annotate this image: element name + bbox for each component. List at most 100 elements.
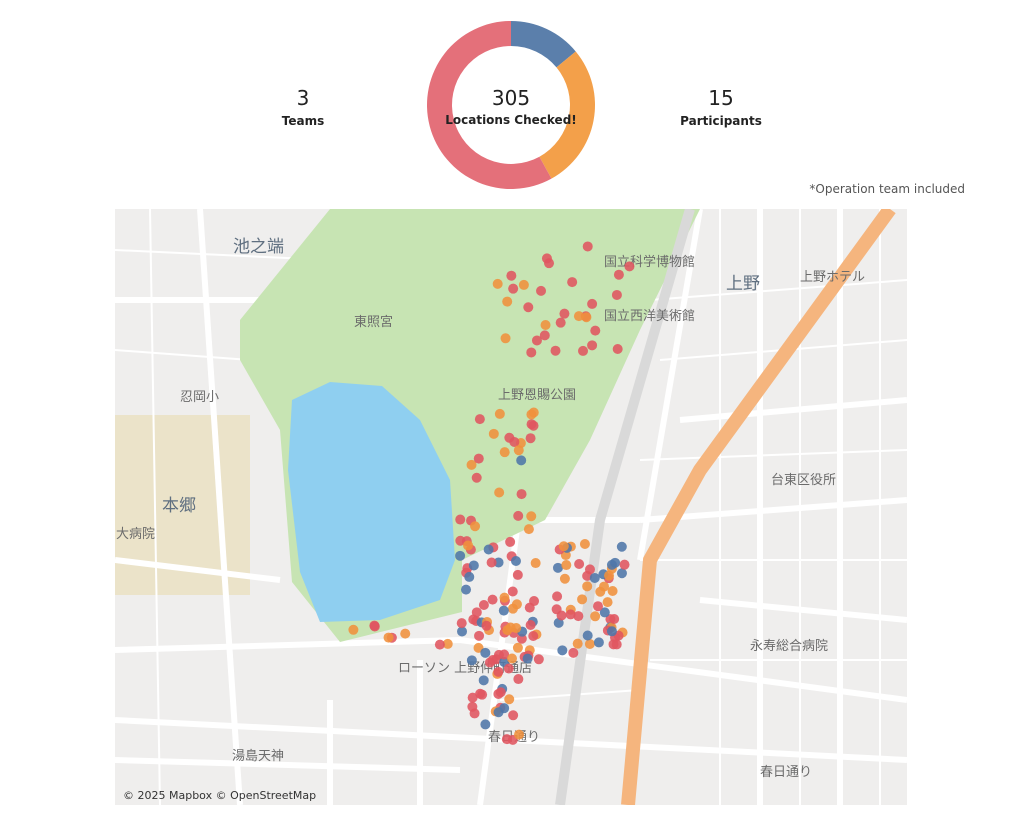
location-dot bbox=[477, 689, 488, 700]
location-dot bbox=[502, 296, 513, 307]
map-label: 大病院 bbox=[116, 527, 155, 542]
location-dot bbox=[587, 298, 598, 309]
location-dot bbox=[611, 639, 622, 650]
location-dot bbox=[516, 633, 527, 644]
kpi-value: 305 bbox=[492, 86, 530, 110]
location-dot bbox=[536, 285, 547, 296]
location-dot bbox=[467, 692, 478, 703]
location-dot bbox=[590, 611, 601, 622]
location-dot bbox=[523, 524, 534, 535]
location-dot bbox=[442, 638, 453, 649]
location-dot bbox=[493, 557, 504, 568]
location-dot bbox=[550, 345, 561, 356]
map-label: 忍岡小 bbox=[180, 390, 219, 405]
location-dot bbox=[573, 311, 584, 322]
location-dot bbox=[500, 333, 511, 344]
location-dot bbox=[509, 436, 520, 447]
location-dot bbox=[507, 653, 518, 664]
location-dot bbox=[511, 623, 522, 634]
location-dot bbox=[530, 558, 541, 569]
location-dot bbox=[584, 564, 595, 575]
location-dot bbox=[492, 278, 503, 289]
location-dot bbox=[557, 645, 568, 656]
location-dot bbox=[488, 428, 499, 439]
location-dot bbox=[568, 647, 579, 658]
location-dot bbox=[526, 409, 537, 420]
location-dot bbox=[494, 487, 505, 498]
location-dot bbox=[539, 330, 550, 341]
location-dot bbox=[604, 570, 615, 581]
location-dot bbox=[582, 241, 593, 252]
location-dot bbox=[528, 420, 539, 431]
location-dot bbox=[499, 649, 510, 660]
location-dot bbox=[611, 289, 622, 300]
location-dot bbox=[466, 655, 477, 666]
location-dot bbox=[526, 347, 537, 358]
location-dot bbox=[470, 521, 481, 532]
location-dot bbox=[434, 639, 445, 650]
location-dot bbox=[572, 638, 583, 649]
location-dot bbox=[495, 687, 506, 698]
location-dot bbox=[498, 605, 509, 616]
location-dot bbox=[513, 445, 524, 456]
location-dot bbox=[552, 591, 563, 602]
location-dot bbox=[613, 269, 624, 280]
location-dot bbox=[504, 694, 515, 705]
location-dot bbox=[510, 556, 521, 567]
map-label: 上野恩賜公園 bbox=[498, 388, 576, 403]
location-dot bbox=[606, 559, 617, 570]
location-dot bbox=[565, 609, 576, 620]
location-dot bbox=[606, 626, 617, 637]
location-dot bbox=[466, 459, 477, 470]
donut-segment bbox=[539, 51, 595, 179]
location-dot bbox=[493, 666, 504, 677]
location-dot bbox=[478, 675, 489, 686]
location-dot bbox=[522, 653, 533, 664]
location-dot bbox=[513, 674, 524, 685]
location-dot bbox=[574, 559, 585, 570]
note: *Operation team included bbox=[809, 182, 965, 196]
location-dot bbox=[523, 302, 534, 313]
map-label: 上野ホテル bbox=[800, 270, 865, 285]
location-dot bbox=[505, 536, 516, 547]
location-dot bbox=[478, 600, 489, 611]
location-dot bbox=[577, 594, 588, 605]
location-dot bbox=[512, 569, 523, 580]
donut-chart bbox=[427, 21, 595, 189]
location-dot bbox=[493, 707, 504, 718]
map-label: 春日通り bbox=[760, 765, 812, 780]
location-dot bbox=[540, 319, 551, 330]
location-dot bbox=[480, 647, 491, 658]
location-dot bbox=[487, 654, 498, 665]
location-dot bbox=[609, 614, 620, 625]
location-dot bbox=[483, 544, 494, 555]
location-dot bbox=[473, 453, 484, 464]
location-dot bbox=[486, 557, 497, 568]
kpi-label: Participants bbox=[680, 114, 762, 128]
map-label: 池之端 bbox=[233, 237, 284, 257]
location-dot bbox=[514, 729, 525, 740]
location-dot bbox=[619, 559, 630, 570]
location-dot bbox=[508, 710, 519, 721]
location-dot bbox=[508, 283, 519, 294]
railway bbox=[555, 209, 695, 805]
location-dot bbox=[511, 599, 522, 610]
location-dot bbox=[589, 572, 600, 583]
location-dot bbox=[456, 618, 467, 629]
location-dot bbox=[595, 586, 606, 597]
map-label: 本郷 bbox=[162, 496, 196, 516]
location-dot bbox=[464, 571, 475, 582]
location-dot bbox=[599, 607, 610, 618]
location-dot bbox=[567, 277, 578, 288]
donut-segment bbox=[511, 21, 576, 68]
map-label: 上野 bbox=[726, 274, 760, 294]
location-dot bbox=[383, 632, 394, 643]
location-dot bbox=[348, 624, 359, 635]
location-dot bbox=[474, 414, 485, 425]
kpi-label: Locations Checked! bbox=[445, 113, 577, 127]
location-dot bbox=[455, 535, 466, 546]
location-dot bbox=[525, 620, 536, 631]
location-dot bbox=[461, 584, 472, 595]
location-dot bbox=[533, 654, 544, 665]
